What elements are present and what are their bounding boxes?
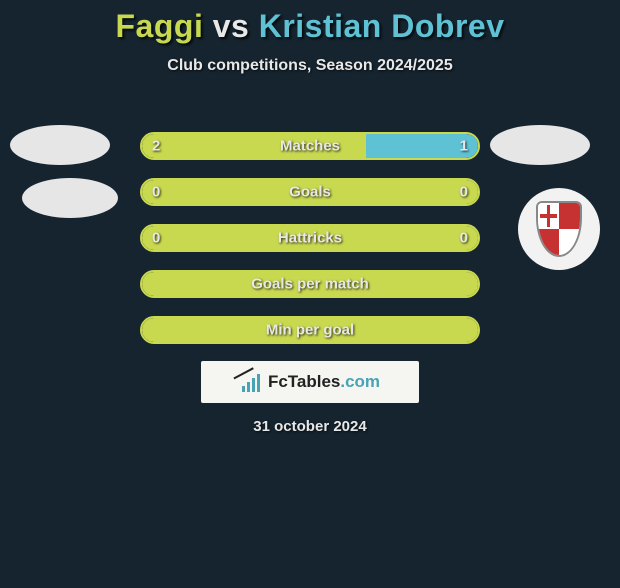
value-right: 1 bbox=[460, 138, 468, 155]
player-left-avatar-2 bbox=[22, 178, 118, 218]
metric-row: Goals per match bbox=[140, 270, 480, 298]
brand-logo: FcTables.com bbox=[201, 361, 419, 403]
subtitle: Club competitions, Season 2024/2025 bbox=[0, 57, 620, 75]
value-right: 0 bbox=[460, 184, 468, 201]
metric-row: 2 1 Matches bbox=[140, 132, 480, 160]
chart-icon bbox=[240, 372, 262, 392]
club-crest-right bbox=[518, 188, 600, 270]
title-vs: vs bbox=[213, 8, 250, 44]
date-text: 31 october 2024 bbox=[253, 418, 366, 435]
player-right-avatar bbox=[490, 125, 590, 165]
metric-row: 0 0 Goals bbox=[140, 178, 480, 206]
value-left: 0 bbox=[152, 230, 160, 247]
comparison-rows: 2 1 Matches 0 0 Goals 0 0 Hattricks Goals per mat… bbox=[140, 132, 480, 362]
brand-name: FcTables bbox=[268, 372, 340, 391]
player-left-name: Faggi bbox=[116, 8, 204, 44]
title: Faggi vs Kristian Dobrev bbox=[0, 8, 620, 45]
value-right: 0 bbox=[460, 230, 468, 247]
value-left: 0 bbox=[152, 184, 160, 201]
metric-label: Min per goal bbox=[266, 322, 354, 339]
metric-label: Hattricks bbox=[278, 230, 342, 247]
player-left-avatar-1 bbox=[10, 125, 110, 165]
brand-suffix: .com bbox=[340, 372, 380, 391]
metric-label: Goals per match bbox=[251, 276, 369, 293]
metric-row: 0 0 Hattricks bbox=[140, 224, 480, 252]
shield-icon bbox=[536, 201, 582, 257]
player-right-name: Kristian Dobrev bbox=[259, 8, 505, 44]
metric-row: Min per goal bbox=[140, 316, 480, 344]
value-left: 2 bbox=[152, 138, 160, 155]
metric-label: Goals bbox=[289, 184, 331, 201]
metric-label: Matches bbox=[280, 138, 340, 155]
brand-text: FcTables.com bbox=[268, 372, 380, 392]
